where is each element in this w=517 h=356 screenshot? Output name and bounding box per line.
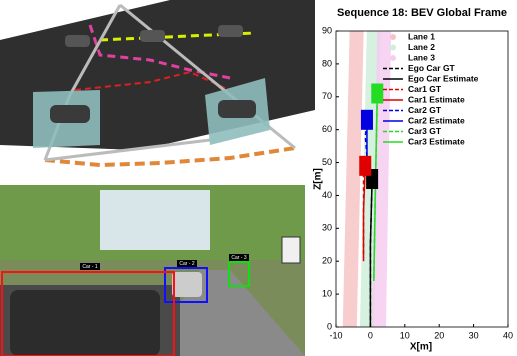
car-box bbox=[359, 156, 371, 176]
chart-title: Sequence 18: BEV Global Frame bbox=[337, 7, 507, 19]
y-tick-label: 50 bbox=[322, 157, 332, 167]
legend-label: Car1 GT bbox=[408, 84, 442, 94]
car-box bbox=[361, 110, 373, 130]
legend-label: Ego Car Estimate bbox=[408, 73, 479, 83]
y-tick-label: 30 bbox=[322, 223, 332, 233]
figure: Car - 1 Car - 2 Car - 3 Sequence 18: BEV… bbox=[0, 0, 517, 356]
x-tick-label: 20 bbox=[434, 330, 444, 340]
legend-label: Lane 2 bbox=[408, 42, 435, 52]
y-axis-label: Z[m] bbox=[313, 168, 324, 190]
y-tick-label: 10 bbox=[322, 288, 332, 298]
y-tick-label: 40 bbox=[322, 190, 332, 200]
legend-label: Car2 GT bbox=[408, 105, 442, 115]
legend-marker bbox=[390, 55, 396, 61]
legend-label: Car1 Estimate bbox=[408, 94, 465, 104]
car-label: Car - 3 bbox=[231, 255, 247, 261]
y-tick-label: 70 bbox=[322, 91, 332, 101]
page: {"chart_data": {"type": "line", "title":… bbox=[0, 0, 517, 356]
x-tick-label: 30 bbox=[469, 330, 479, 340]
y-tick-label: 80 bbox=[322, 58, 332, 68]
car-label: Car - 1 bbox=[82, 264, 98, 270]
legend-label: Car3 Estimate bbox=[408, 136, 465, 146]
x-tick-label: 10 bbox=[400, 330, 410, 340]
legend-label: Car2 Estimate bbox=[408, 115, 465, 125]
legend-label: Lane 3 bbox=[408, 52, 435, 62]
x-tick-label: 40 bbox=[503, 330, 513, 340]
legend-label: Ego Car GT bbox=[408, 63, 456, 73]
y-tick-label: 60 bbox=[322, 124, 332, 134]
y-tick-label: 0 bbox=[327, 321, 332, 331]
legend-label: Lane 1 bbox=[408, 31, 435, 41]
car-box bbox=[371, 83, 383, 103]
legend-marker bbox=[390, 34, 396, 40]
x-axis-label: X[m] bbox=[410, 342, 432, 353]
legend-marker bbox=[390, 45, 396, 51]
x-tick-label: 0 bbox=[368, 330, 373, 340]
y-tick-label: 20 bbox=[322, 256, 332, 266]
car-label: Car - 2 bbox=[179, 261, 195, 267]
render bbox=[0, 0, 315, 165]
y-tick-label: 90 bbox=[322, 25, 332, 35]
photo: Car - 1 Car - 2 Car - 3 bbox=[0, 185, 305, 356]
lane bbox=[350, 31, 357, 327]
x-tick-label: -10 bbox=[329, 330, 342, 340]
legend-label: Car3 GT bbox=[408, 126, 442, 136]
lane bbox=[379, 31, 384, 327]
